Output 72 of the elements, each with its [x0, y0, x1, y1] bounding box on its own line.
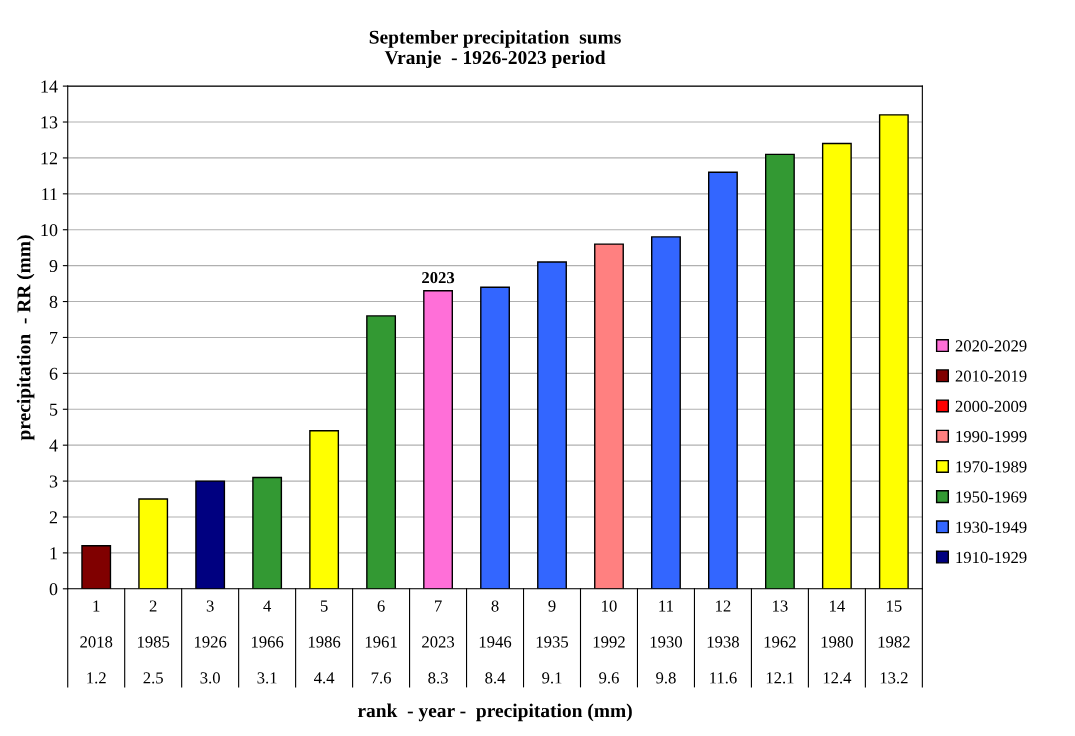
bar: [81, 545, 112, 589]
y-tick-label: 13: [41, 116, 58, 129]
legend-label: 2000-2009: [955, 400, 1027, 412]
category-label: 8 1946: [479, 600, 512, 648]
legend-label: 1970-1989: [956, 461, 1027, 473]
category-label: 7 2023: [422, 600, 455, 648]
y-tick-label: 5: [50, 403, 58, 416]
chart-title: September precipitation sums Vranje - 1926-2023 period: [369, 30, 621, 69]
category-label: 2 1985: [137, 600, 170, 648]
text: 8.3: [428, 672, 448, 684]
text: rank - year - precipitation (mm): [357, 703, 632, 722]
annotation: 2023: [422, 271, 455, 284]
bar: [651, 236, 681, 589]
y-tick-label: 3: [49, 475, 58, 488]
bar: [252, 476, 283, 589]
y-tick-label: 6: [49, 367, 58, 380]
bar: [309, 430, 340, 589]
y-tick-label: 10: [41, 223, 58, 237]
y-tick-label: 8: [49, 295, 58, 308]
y-tick-label: 2: [49, 511, 58, 524]
text: 9.1: [542, 672, 562, 684]
y-tick-label: 4: [49, 439, 58, 452]
bar: [537, 261, 567, 589]
bar: [821, 142, 852, 589]
text: 1.2: [87, 672, 106, 684]
legend-label: 1910-1929: [956, 551, 1027, 564]
category-label: 15 1982: [878, 600, 910, 648]
text: 9.8: [656, 672, 676, 684]
text: 7.6: [371, 672, 392, 684]
text: 4.4: [314, 672, 335, 684]
category-label: 3 1926: [194, 600, 227, 648]
text: 2.5: [143, 672, 163, 684]
category-label: 11 1930: [650, 600, 682, 648]
y-axis-title: precipitation - RR (mm): [16, 235, 35, 441]
y-tick-label: 0: [49, 583, 58, 596]
text: 11.6: [710, 672, 737, 684]
legend-label: 2010-2019: [955, 370, 1027, 382]
y-tick-label: 14: [41, 80, 58, 93]
category-label: 12 1938: [707, 600, 739, 648]
bar: [366, 315, 397, 589]
bar: [707, 171, 738, 589]
legend-label: 1930-1949: [956, 521, 1027, 533]
text: 12.4: [823, 672, 852, 684]
bar: [138, 498, 169, 589]
bar: [480, 286, 510, 589]
y-tick-label: 9: [49, 259, 58, 273]
y-tick-label: 11: [42, 188, 57, 201]
category-label: 1 2018: [80, 600, 113, 648]
text: 3.1: [257, 672, 277, 684]
bar: [764, 153, 795, 589]
text: 9.6: [599, 672, 619, 684]
category-label: 5 1986: [308, 600, 341, 648]
category-label: 13 1962: [764, 600, 796, 648]
category-label: 14 1980: [821, 600, 853, 648]
y-tick-label: 7: [50, 331, 58, 344]
text: 12.1: [766, 672, 794, 684]
category-label: 10 1992: [593, 600, 625, 648]
text: 13.2: [880, 672, 908, 684]
y-tick-label: 12: [41, 152, 58, 165]
category-label: 4 1966: [251, 600, 284, 648]
legend-label: 1950-1969: [956, 491, 1027, 503]
bar: [423, 290, 454, 589]
legend-label: 2020-2029: [955, 340, 1027, 352]
legend-label: 1990-1999: [956, 430, 1027, 443]
bar: [594, 243, 624, 589]
text: 3.0: [200, 672, 220, 684]
bar: [195, 480, 226, 589]
y-tick-label: 1: [50, 547, 57, 560]
bar: [878, 114, 909, 589]
category-label: 6 1961: [365, 600, 397, 648]
text: 8.4: [485, 672, 506, 684]
category-label: 9 1935: [536, 600, 569, 648]
